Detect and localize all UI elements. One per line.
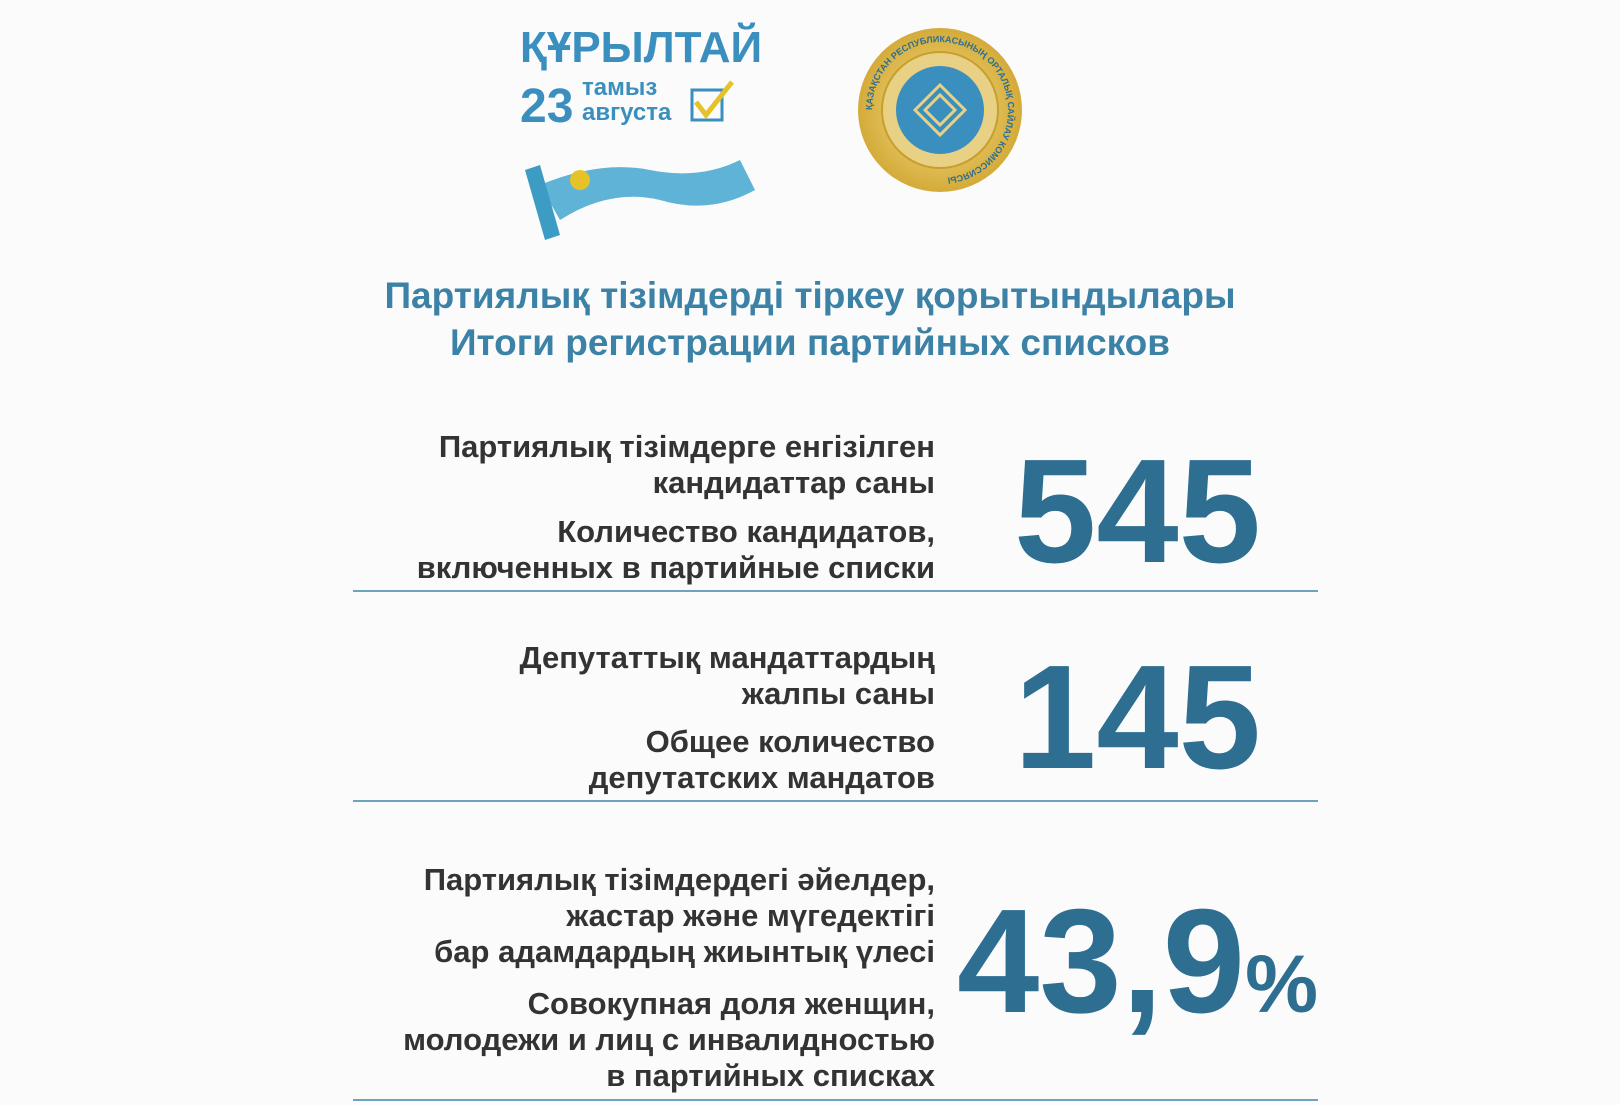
stat-label-ru: Общее количество депутатских мандатов xyxy=(589,724,935,796)
value-number: 43,9 xyxy=(957,879,1246,1044)
stat-label-kk: Депутаттық мандаттардың жалпы саны xyxy=(520,640,936,712)
label-line: бар адамдардың жиынтық үлесі xyxy=(434,934,935,969)
divider xyxy=(353,590,1318,592)
stat-label-kk: Партиялық тізімдердегі әйелдер, жастар жә… xyxy=(424,862,935,970)
stat-label-kk: Партиялық тізімдерге енгізілген кандидатт… xyxy=(439,429,935,501)
logo-month-kk: тамыз xyxy=(582,74,657,101)
logo-title: ҚҰРЫЛТАЙ xyxy=(520,21,762,72)
value-number: 145 xyxy=(1014,635,1261,800)
value-unit: % xyxy=(1245,939,1318,1030)
stat-value: 545 xyxy=(955,438,1320,586)
stat-label-ru: Количество кандидатов, включенных в парти… xyxy=(417,514,935,586)
divider xyxy=(353,800,1318,802)
flag-ribbon xyxy=(540,160,755,220)
label-line: жалпы саны xyxy=(741,676,935,711)
value-number: 545 xyxy=(1014,429,1261,594)
seal-ornament xyxy=(912,82,968,138)
label-line: Депутаттық мандаттардың xyxy=(519,640,936,675)
label-line: Количество кандидатов, xyxy=(557,514,935,549)
seal-emblem xyxy=(896,66,984,154)
title-ru: Итоги регистрации партийных списков xyxy=(449,322,1171,363)
check-mark xyxy=(694,80,734,120)
logo-month-ru: августа xyxy=(582,99,672,126)
stat-value: 145 xyxy=(955,644,1320,792)
title-kk: Партиялық тізімдерді тіркеу қорытындылар… xyxy=(384,275,1236,316)
logo-day: 23 xyxy=(520,80,573,133)
label-line: Партиялық тізімдерге енгізілген xyxy=(438,429,935,464)
label-line: молодежи и лиц с инвалидностью xyxy=(403,1022,935,1057)
label-line: депутатских мандатов xyxy=(588,760,935,795)
label-line: жастар және мүгедектігі xyxy=(566,898,935,933)
label-line: включенных в партийные списки xyxy=(416,550,935,585)
flag-pole-band xyxy=(525,165,560,240)
label-line: Партиялық тізімдердегі әйелдер, xyxy=(423,862,935,897)
divider xyxy=(353,1099,1318,1101)
label-line: Совокупная доля женщин, xyxy=(527,986,935,1021)
label-line: в партийных списках xyxy=(606,1058,935,1093)
stat-value: 43,9% xyxy=(955,888,1320,1059)
logos: ҚҰРЫЛТАЙ 23 тамыз августа ҚАЗАҚСТАН РЕСП… xyxy=(520,21,1022,240)
label-line: Общее количество xyxy=(645,724,935,759)
stat-label-ru: Совокупная доля женщин, молодежи и лиц с … xyxy=(403,986,935,1094)
check-box xyxy=(690,88,724,122)
flag-sun xyxy=(570,170,590,190)
label-line: кандидаттар саны xyxy=(652,465,935,500)
